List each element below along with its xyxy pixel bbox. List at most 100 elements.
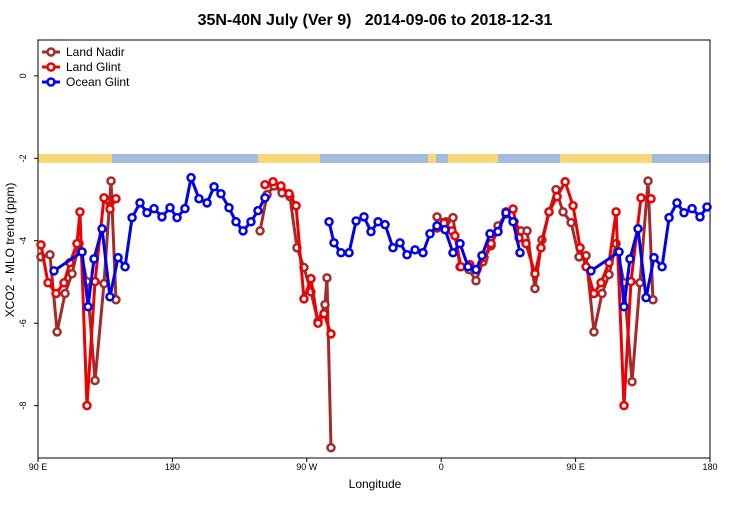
data-point	[209, 182, 219, 192]
x-tick-label: 90 E	[29, 462, 48, 472]
land-band	[560, 154, 652, 163]
data-point	[508, 217, 518, 227]
data-point	[83, 301, 93, 312]
data-point	[90, 375, 100, 386]
data-point	[566, 217, 576, 228]
data-point	[284, 189, 294, 199]
data-point	[60, 288, 70, 299]
data-point	[180, 203, 190, 214]
data-point	[627, 376, 637, 387]
data-point	[276, 181, 286, 191]
data-point	[326, 329, 336, 339]
data-point	[544, 207, 554, 217]
data-point	[291, 200, 301, 211]
data-point	[135, 198, 145, 208]
data-point	[319, 308, 329, 319]
x-tick-label: 90 W	[296, 462, 318, 472]
x-tick-label: 90 E	[566, 462, 585, 472]
data-point	[633, 224, 643, 234]
legend-label: Ocean Glint	[66, 75, 130, 89]
data-point	[165, 203, 175, 213]
land-band	[428, 154, 436, 163]
data-point	[246, 217, 256, 227]
data-point	[105, 292, 115, 302]
data-point	[552, 191, 562, 202]
data-point	[313, 318, 323, 328]
data-point	[432, 221, 442, 231]
data-point	[77, 247, 87, 257]
data-point	[142, 207, 152, 218]
y-tick-label: -2	[18, 154, 28, 162]
data-point	[224, 203, 234, 213]
data-point	[508, 204, 518, 214]
data-point	[530, 283, 540, 294]
data-point	[418, 247, 428, 258]
data-point	[596, 278, 606, 288]
data-point	[471, 275, 481, 286]
data-point	[120, 261, 130, 272]
data-point	[59, 278, 69, 288]
data-point	[216, 189, 226, 199]
data-point	[522, 226, 532, 236]
data-point	[448, 212, 458, 223]
data-point	[255, 226, 265, 236]
data-point	[268, 177, 278, 187]
data-point	[530, 268, 540, 279]
data-point	[657, 261, 667, 272]
data-point	[82, 400, 92, 411]
data-point	[641, 292, 651, 303]
y-tick-label: -6	[18, 319, 28, 327]
data-point	[432, 212, 442, 222]
land-band	[38, 154, 112, 163]
data-point	[687, 203, 697, 214]
x-tick-label: 0	[439, 462, 444, 472]
land-ocean-strip	[38, 154, 710, 163]
y-tick-label: -4	[18, 237, 28, 245]
data-point	[493, 226, 503, 237]
data-point	[575, 243, 585, 253]
data-point	[410, 245, 420, 255]
data-point	[51, 288, 61, 299]
data-point	[149, 203, 159, 214]
data-point	[194, 193, 204, 204]
data-point	[702, 202, 712, 212]
data-point	[611, 207, 621, 217]
data-point	[52, 327, 62, 337]
data-point	[619, 301, 629, 312]
x-tick-label: 180	[702, 462, 717, 472]
data-point	[359, 212, 369, 222]
data-point	[75, 207, 85, 217]
data-point	[649, 252, 659, 263]
x-tick-label: 180	[165, 462, 180, 472]
data-point	[113, 252, 123, 263]
data-point	[568, 200, 578, 211]
legend-marker	[46, 62, 56, 72]
data-point	[344, 247, 354, 258]
ocean-band	[38, 154, 710, 163]
data-point	[366, 226, 376, 237]
data-point	[695, 212, 705, 222]
data-point	[597, 288, 607, 299]
legend-marker	[46, 47, 56, 57]
data-point	[99, 278, 109, 289]
data-point	[89, 254, 99, 264]
data-point	[97, 224, 107, 234]
data-point	[536, 243, 546, 253]
data-point	[521, 238, 531, 249]
data-point	[67, 268, 77, 279]
data-point	[425, 228, 435, 239]
data-point	[322, 273, 332, 283]
data-point	[45, 250, 55, 260]
legend-marker	[46, 77, 56, 87]
data-point	[455, 238, 465, 249]
data-point	[260, 179, 270, 190]
data-point	[326, 442, 336, 453]
land-band	[258, 154, 320, 163]
data-point	[636, 193, 646, 203]
data-point	[43, 278, 53, 288]
data-point	[238, 226, 248, 236]
data-point	[36, 240, 46, 250]
data-point	[515, 247, 525, 258]
data-point	[589, 327, 599, 337]
data-point	[586, 266, 596, 276]
